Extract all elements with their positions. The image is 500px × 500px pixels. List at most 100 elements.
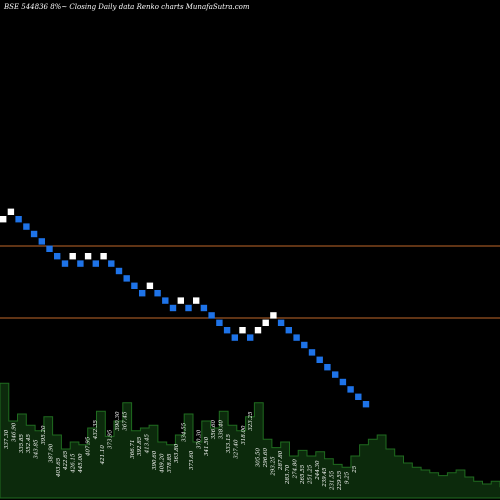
renko-brick-down [324, 364, 331, 371]
volume-price-label: 366.71 [130, 440, 136, 459]
renko-brick-down [185, 304, 192, 312]
renko-brick-up [270, 312, 277, 319]
chart-title: BSE 544836 8%~ Closing Daily data Renko … [3, 3, 250, 11]
volume-price-label: 432.35 [93, 419, 99, 440]
volume-price-label: 413.45 [145, 433, 151, 454]
renko-brick-up [193, 297, 200, 304]
volume-area-path [0, 382, 500, 499]
volume-price-label: 305.50 [256, 447, 262, 467]
renko-brick-down [308, 349, 316, 356]
volume-price-label: 352.45 [26, 433, 32, 453]
renko-brick-down [277, 319, 285, 326]
volume-price-label: 378.85 [167, 453, 173, 473]
volume-price-label: 229.55 [337, 470, 343, 491]
renko-brick-up [0, 216, 7, 223]
volume-price-label: 409.20 [159, 453, 165, 474]
renko-brick-down [115, 267, 123, 275]
renko-brick-down [293, 334, 300, 341]
volume-price-label: 426.15 [71, 453, 77, 474]
renko-brick-down [154, 290, 161, 297]
volume-price-label: 333.15 [226, 433, 232, 453]
volume-price-label: 287.80 [278, 450, 284, 471]
volume-price-label: 373.95 [108, 429, 114, 449]
renko-brick-down [339, 378, 347, 386]
renko-brick-down [38, 238, 45, 245]
volume-price-label: 403.65 [56, 457, 62, 478]
renko-brick-down [108, 260, 115, 267]
renko-brick-down [23, 223, 30, 230]
volume-price-label: 338.40 [219, 419, 225, 439]
volume-price-label: 265.55 [300, 464, 306, 485]
volume-price-label: 283.70 [285, 464, 291, 485]
volume-price-label: 251.25 [307, 464, 313, 485]
renko-brick-down [223, 327, 231, 334]
renko-brick-down [46, 245, 53, 252]
volume-price-label: 407.95 [85, 436, 91, 457]
renko-brick-up [84, 253, 92, 260]
renko-brick-up [254, 327, 262, 334]
volume-price-label: 363.80 [174, 443, 180, 463]
renko-brick-down [139, 290, 146, 297]
renko-brick-down [355, 393, 362, 400]
renko-brick-up [7, 208, 15, 215]
volume-price-label: 367.45 [122, 411, 128, 431]
renko-brick-down [54, 253, 61, 260]
renko-brick-up [69, 253, 76, 260]
renko-brick-down [301, 341, 308, 349]
volume-area [0, 382, 500, 499]
renko-brick-up [262, 319, 269, 326]
renko-brick-down [15, 216, 22, 223]
volume-price-label: 25 [352, 465, 358, 473]
renko-brick-down [231, 334, 238, 341]
volume-price-label: 390.30 [115, 411, 121, 431]
volume-price-label: 337.30 [4, 429, 10, 449]
volume-price-label: 392.85 [137, 436, 143, 456]
renko-brick-down [162, 297, 169, 304]
renko-brick-down [30, 230, 38, 238]
renko-brick-down [123, 275, 130, 282]
renko-brick-down [77, 260, 84, 267]
renko-brick-up [177, 297, 184, 304]
volume-price-label: 422.65 [63, 450, 69, 471]
volume-price-label: 373.60 [189, 450, 195, 470]
volume-price-label: 395.20 [41, 425, 47, 445]
renko-brick-down [285, 327, 292, 334]
volume-price-label: 327.40 [233, 439, 239, 459]
volume-price-label: 231.55 [330, 470, 336, 491]
volume-price-label: 334.55 [182, 422, 188, 442]
volume-price-label: 296.60 [263, 447, 269, 468]
renko-brick-down [362, 401, 370, 408]
renko-brick-up [100, 253, 107, 260]
renko-brick-up [239, 327, 246, 334]
volume-price-label: 387.90 [48, 443, 54, 463]
renko-brick-down [347, 386, 354, 393]
volume-price-label: 341.50 [204, 436, 210, 456]
renko-brick-down [61, 260, 69, 267]
volume-price-label: 293.25 [270, 456, 276, 477]
renko-brick-down [247, 334, 254, 341]
volume-price-label: 356.60 [211, 419, 217, 439]
renko-brick-down [92, 260, 99, 267]
volume-price-label: 335.85 [19, 433, 25, 453]
renko-brick-down [169, 304, 177, 312]
renko-brick-down [131, 282, 138, 289]
volume-price-label: 239.45 [322, 467, 328, 488]
volume-price-label: 346.90 [11, 422, 17, 442]
renko-bricks [0, 208, 370, 408]
volume-price-label: 318.00 [241, 425, 247, 445]
volume-price-label: 445.00 [78, 453, 84, 474]
volume-price-label: 421.10 [100, 445, 106, 466]
renko-brick-up [146, 282, 154, 289]
volume-price-label: 244.30 [315, 460, 321, 481]
renko-brick-down [316, 356, 323, 363]
renko-brick-down [332, 371, 339, 378]
volume-price-label: 343.85 [34, 439, 40, 459]
renko-brick-down [216, 319, 223, 326]
volume-price-label: 390.60 [152, 450, 158, 470]
volume-price-label: 9.25 [344, 471, 350, 484]
volume-price-label: 370.30 [196, 429, 202, 449]
renko-brick-down [200, 304, 208, 312]
